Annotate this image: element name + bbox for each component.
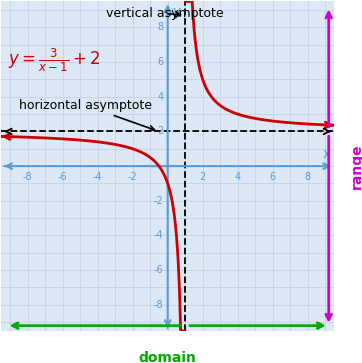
- Text: horizontal asymptote: horizontal asymptote: [19, 99, 155, 131]
- Text: -4: -4: [154, 231, 163, 240]
- Text: x: x: [322, 147, 331, 161]
- Text: 4: 4: [157, 92, 163, 102]
- Text: range: range: [350, 143, 362, 189]
- Text: 2: 2: [157, 126, 163, 136]
- Text: -2: -2: [153, 196, 163, 206]
- Text: -4: -4: [93, 172, 102, 182]
- Text: 8: 8: [157, 23, 163, 32]
- Text: domain: domain: [139, 351, 197, 363]
- Text: -8: -8: [23, 172, 33, 182]
- Text: 8: 8: [305, 172, 311, 182]
- Text: 2: 2: [199, 172, 206, 182]
- Text: -6: -6: [154, 265, 163, 275]
- Text: y: y: [173, 5, 181, 19]
- Text: $y = \frac{3}{x-1} + 2$: $y = \frac{3}{x-1} + 2$: [8, 47, 101, 74]
- Text: 6: 6: [157, 57, 163, 67]
- Text: 4: 4: [235, 172, 241, 182]
- Text: 6: 6: [270, 172, 276, 182]
- Text: vertical asymptote: vertical asymptote: [106, 7, 224, 20]
- Text: -2: -2: [128, 172, 138, 182]
- Text: -8: -8: [154, 300, 163, 310]
- Text: -6: -6: [58, 172, 67, 182]
